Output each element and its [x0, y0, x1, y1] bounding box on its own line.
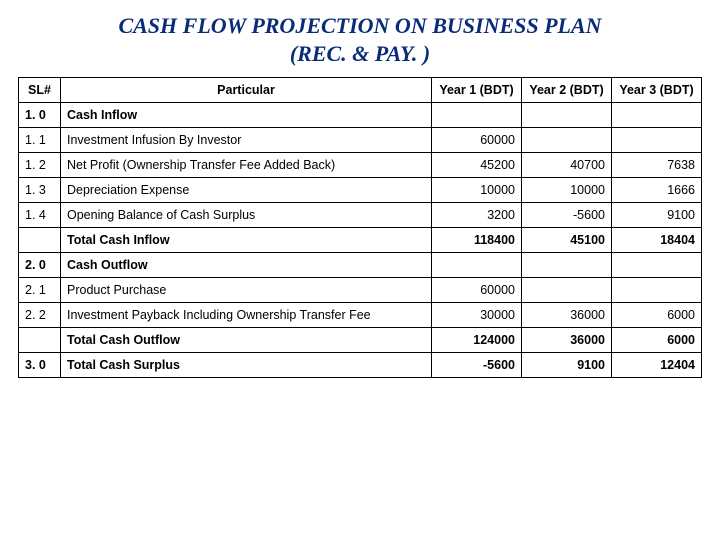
- cell-y2: 36000: [522, 328, 612, 353]
- cell-y2: 40700: [522, 153, 612, 178]
- cell-y1: -5600: [432, 353, 522, 378]
- table-body: 1. 0Cash Inflow1. 1Investment Infusion B…: [19, 103, 702, 378]
- header-year-2: Year 2 (BDT): [522, 78, 612, 103]
- cell-sl: 1. 2: [19, 153, 61, 178]
- table-row: 2. 1Product Purchase60000: [19, 278, 702, 303]
- cell-part: Opening Balance of Cash Surplus: [61, 203, 432, 228]
- cell-y1: 30000: [432, 303, 522, 328]
- header-year-1: Year 1 (BDT): [432, 78, 522, 103]
- table-row: Total Cash Inflow1184004510018404: [19, 228, 702, 253]
- table-header-row: SL# Particular Year 1 (BDT) Year 2 (BDT)…: [19, 78, 702, 103]
- cell-y2: -5600: [522, 203, 612, 228]
- title-line-2: (REC. & PAY. ): [290, 41, 430, 66]
- header-year-3: Year 3 (BDT): [612, 78, 702, 103]
- cell-part: Investment Payback Including Ownership T…: [61, 303, 432, 328]
- cell-sl: [19, 228, 61, 253]
- table-row: 1. 4Opening Balance of Cash Surplus3200-…: [19, 203, 702, 228]
- cell-sl: 2. 1: [19, 278, 61, 303]
- cell-y1: 60000: [432, 278, 522, 303]
- cell-y1: [432, 253, 522, 278]
- cash-flow-table: SL# Particular Year 1 (BDT) Year 2 (BDT)…: [18, 77, 702, 378]
- cell-y2: [522, 278, 612, 303]
- cell-part: Investment Infusion By Investor: [61, 128, 432, 153]
- cell-sl: 1. 1: [19, 128, 61, 153]
- cell-y3: 18404: [612, 228, 702, 253]
- cell-sl: 2. 0: [19, 253, 61, 278]
- table-row: 2. 0Cash Outflow: [19, 253, 702, 278]
- cell-sl: 1. 4: [19, 203, 61, 228]
- table-row: 1. 0Cash Inflow: [19, 103, 702, 128]
- cell-y2: [522, 103, 612, 128]
- cell-part: Net Profit (Ownership Transfer Fee Added…: [61, 153, 432, 178]
- cell-part: Total Cash Outflow: [61, 328, 432, 353]
- cell-y2: 10000: [522, 178, 612, 203]
- cell-y3: 7638: [612, 153, 702, 178]
- cell-y1: 10000: [432, 178, 522, 203]
- cell-y3: 12404: [612, 353, 702, 378]
- cell-y1: 124000: [432, 328, 522, 353]
- cell-y1: 45200: [432, 153, 522, 178]
- cell-y3: 6000: [612, 328, 702, 353]
- title-line-1: CASH FLOW PROJECTION ON BUSINESS PLAN: [118, 13, 601, 38]
- cell-part: Cash Outflow: [61, 253, 432, 278]
- cell-y3: [612, 278, 702, 303]
- table-row: 3. 0Total Cash Surplus-5600910012404: [19, 353, 702, 378]
- cell-y2: [522, 253, 612, 278]
- cell-part: Cash Inflow: [61, 103, 432, 128]
- cell-y1: [432, 103, 522, 128]
- table-row: 1. 1Investment Infusion By Investor60000: [19, 128, 702, 153]
- cell-y1: 60000: [432, 128, 522, 153]
- cell-sl: 3. 0: [19, 353, 61, 378]
- cell-y3: 6000: [612, 303, 702, 328]
- cell-sl: 1. 3: [19, 178, 61, 203]
- cell-y1: 118400: [432, 228, 522, 253]
- cell-y3: [612, 253, 702, 278]
- table-row: Total Cash Outflow124000360006000: [19, 328, 702, 353]
- cell-part: Depreciation Expense: [61, 178, 432, 203]
- cell-y2: [522, 128, 612, 153]
- cell-y2: 36000: [522, 303, 612, 328]
- cell-y1: 3200: [432, 203, 522, 228]
- cell-y3: 9100: [612, 203, 702, 228]
- table-row: 2. 2Investment Payback Including Ownersh…: [19, 303, 702, 328]
- page-title: CASH FLOW PROJECTION ON BUSINESS PLAN (R…: [18, 12, 702, 67]
- table-row: 1. 2Net Profit (Ownership Transfer Fee A…: [19, 153, 702, 178]
- cell-sl: [19, 328, 61, 353]
- header-particular: Particular: [61, 78, 432, 103]
- table-row: 1. 3Depreciation Expense10000100001666: [19, 178, 702, 203]
- cell-y2: 9100: [522, 353, 612, 378]
- cell-y3: [612, 128, 702, 153]
- header-sl: SL#: [19, 78, 61, 103]
- cell-part: Product Purchase: [61, 278, 432, 303]
- cell-sl: 1. 0: [19, 103, 61, 128]
- cell-part: Total Cash Inflow: [61, 228, 432, 253]
- cell-sl: 2. 2: [19, 303, 61, 328]
- cell-y2: 45100: [522, 228, 612, 253]
- cell-y3: 1666: [612, 178, 702, 203]
- cell-y3: [612, 103, 702, 128]
- cell-part: Total Cash Surplus: [61, 353, 432, 378]
